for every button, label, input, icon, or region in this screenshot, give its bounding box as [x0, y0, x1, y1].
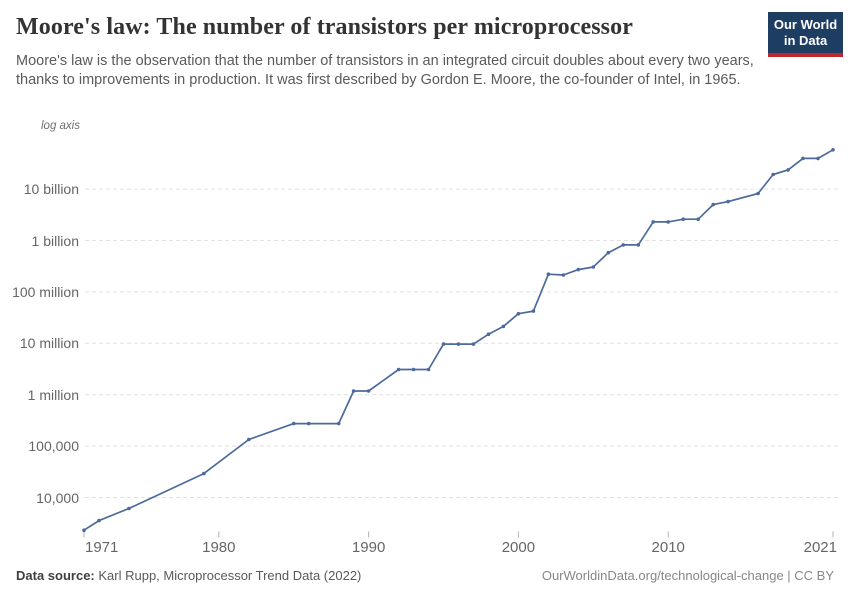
- data-point[interactable]: [291, 421, 296, 426]
- data-point[interactable]: [591, 265, 596, 269]
- data-point[interactable]: [97, 518, 101, 523]
- chart-title: Moore's law: The number of transistors p…: [16, 14, 633, 40]
- y-axis-tick-label: 100,000: [28, 438, 79, 455]
- data-point[interactable]: [666, 220, 670, 224]
- x-axis-tick-label: 2010: [651, 539, 685, 556]
- owid-logo[interactable]: Our World in Data: [768, 12, 843, 57]
- chart-subtitle: Moore's law is the observation that the …: [16, 53, 754, 88]
- data-point[interactable]: [816, 156, 820, 161]
- x-axis-tick-label: 1980: [202, 539, 236, 556]
- data-point[interactable]: [366, 389, 371, 393]
- data-point[interactable]: [606, 250, 611, 255]
- data-point[interactable]: [396, 367, 401, 372]
- data-point[interactable]: [546, 272, 551, 277]
- data-point[interactable]: [651, 220, 655, 224]
- data-point[interactable]: [426, 367, 431, 372]
- data-point[interactable]: [801, 156, 805, 161]
- y-axis-tick-label: 1 billion: [31, 232, 79, 249]
- data-point[interactable]: [516, 311, 521, 316]
- data-point[interactable]: [306, 421, 311, 426]
- y-axis-tick-label: 100 million: [12, 283, 79, 300]
- data-point[interactable]: [711, 202, 715, 207]
- chart-footer: Data source: Karl Rupp, Microprocessor T…: [16, 567, 834, 584]
- x-axis-tick-label: 2021: [803, 539, 837, 556]
- data-point[interactable]: [636, 243, 641, 247]
- data-point[interactable]: [531, 309, 536, 313]
- data-point[interactable]: [831, 148, 835, 152]
- y-axis-tick-label: 10 million: [19, 335, 79, 352]
- data-point[interactable]: [756, 191, 760, 196]
- data-point[interactable]: [82, 528, 86, 532]
- data-point[interactable]: [486, 332, 491, 337]
- x-axis-tick-label: 1990: [351, 539, 386, 556]
- y-axis-tick-label: 10,000: [36, 489, 79, 506]
- data-point[interactable]: [202, 471, 206, 476]
- data-source-text: Karl Rupp, Microprocessor Trend Data (20…: [98, 568, 362, 583]
- data-point[interactable]: [336, 421, 341, 426]
- data-point[interactable]: [471, 342, 476, 346]
- owid-logo-line1: Our World: [773, 17, 838, 32]
- x-axis-tick-label: 1971: [85, 539, 119, 556]
- data-point[interactable]: [696, 217, 700, 221]
- data-point[interactable]: [351, 389, 356, 393]
- y-axis-tick-label: 10 billion: [23, 181, 79, 198]
- license-url[interactable]: OurWorldinData.org/technological-change …: [541, 568, 834, 583]
- log-axis-label: log axis: [41, 120, 80, 132]
- data-point[interactable]: [771, 172, 775, 177]
- data-line[interactable]: [83, 148, 834, 532]
- data-point[interactable]: [726, 199, 730, 204]
- data-point[interactable]: [501, 324, 506, 329]
- data-point[interactable]: [456, 342, 461, 346]
- data-point[interactable]: [127, 506, 131, 511]
- data-source-label: Data source:: [16, 568, 95, 583]
- data-point[interactable]: [561, 273, 566, 277]
- data-point[interactable]: [786, 168, 790, 172]
- data-point[interactable]: [411, 367, 416, 372]
- y-axis-tick-label: 1 million: [27, 386, 79, 403]
- data-source-note: Data source: Karl Rupp, Microprocessor T…: [16, 567, 361, 584]
- data-point[interactable]: [247, 437, 251, 442]
- owid-logo-line2: in Data: [783, 33, 828, 48]
- x-axis-tick-label: 2000: [501, 539, 536, 556]
- data-point[interactable]: [576, 267, 581, 272]
- data-point[interactable]: [681, 217, 685, 221]
- data-point[interactable]: [621, 243, 626, 247]
- data-point[interactable]: [441, 342, 446, 346]
